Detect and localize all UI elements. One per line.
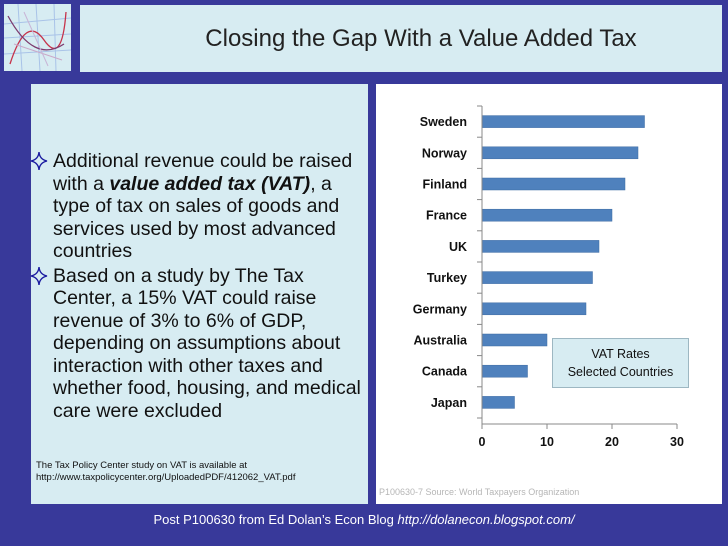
chart-source-note: P100630-7 Source: World Taxpayers Organi… — [379, 487, 580, 497]
footnote-line-1: The Tax Policy Center study on VAT is av… — [36, 460, 248, 471]
bullet-item-1: Additional revenue could be raised with … — [30, 150, 368, 263]
page-title: Closing the Gap With a Value Added Tax — [205, 24, 637, 52]
category-label-france: France — [426, 209, 467, 223]
bar-turkey — [481, 271, 593, 284]
bullet-1-text-pre: Additional revenue could be raised with … — [53, 150, 353, 195]
bar-germany — [481, 302, 587, 316]
bullet-2-text: Based on a study by The Tax Center, a 15… — [53, 264, 361, 422]
category-label-germany: Germany — [413, 302, 467, 316]
bar-australia — [481, 333, 548, 347]
footer-blog-link[interactable]: http://dolanecon.blogspot.com/ — [397, 512, 575, 527]
legend-line-1: VAT Rates — [591, 347, 650, 361]
chart-panel: Sweden Norway Finland France UK Turkey Germany… — [376, 84, 722, 504]
category-label-canada: Canada — [422, 365, 468, 379]
bar-japan — [481, 396, 515, 409]
bar-finland — [481, 177, 626, 191]
x-tick-label-30: 30 — [670, 435, 684, 449]
category-label-australia: Australia — [414, 334, 469, 348]
footer: Post P100630 from Ed Dolan’s Econ Blog h… — [0, 512, 728, 527]
footnote-url: http://www.taxpolicycenter.org/UploadedP… — [36, 472, 296, 483]
footer-text: Post P100630 from Ed Dolan’s Econ Blog — [153, 512, 398, 527]
category-label-norway: Norway — [422, 146, 467, 160]
x-tick-label-10: 10 — [540, 435, 554, 449]
bullet-list: Additional revenue could be raised with … — [30, 150, 368, 424]
star-bullet-icon — [30, 266, 48, 285]
text-panel: Additional revenue could be raised with … — [30, 84, 368, 504]
x-tick-label-0: 0 — [479, 435, 486, 449]
bullet-1-text-post: , a type of tax on sales of goods and se… — [53, 172, 340, 263]
logo-image — [3, 3, 72, 72]
category-label-sweden: Sweden — [420, 115, 467, 129]
category-label-finland: Finland — [423, 178, 467, 192]
footnote: The Tax Policy Center study on VAT is av… — [36, 460, 366, 484]
x-tick-label-20: 20 — [605, 435, 619, 449]
category-label-uk: UK — [449, 240, 467, 254]
bar-sweden — [481, 115, 645, 128]
category-label-japan: Japan — [431, 396, 467, 410]
bullet-item-2: Based on a study by The Tax Center, a 15… — [30, 264, 368, 423]
star-bullet-icon — [30, 151, 48, 171]
chart-legend-box: VAT Rates Selected Countries — [552, 338, 689, 388]
bar-france — [481, 208, 613, 222]
legend-line-2: Selected Countries — [567, 365, 674, 379]
bullet-1-emphasis: value added tax (VAT) — [109, 172, 311, 195]
category-label-turkey: Turkey — [427, 271, 467, 285]
bar-uk — [481, 240, 600, 253]
title-banner: Closing the Gap With a Value Added Tax — [80, 5, 722, 72]
vat-bar-chart: Sweden Norway Finland France UK Turkey Germany… — [413, 105, 684, 449]
bar-canada — [481, 364, 528, 378]
bar-norway — [481, 146, 639, 160]
